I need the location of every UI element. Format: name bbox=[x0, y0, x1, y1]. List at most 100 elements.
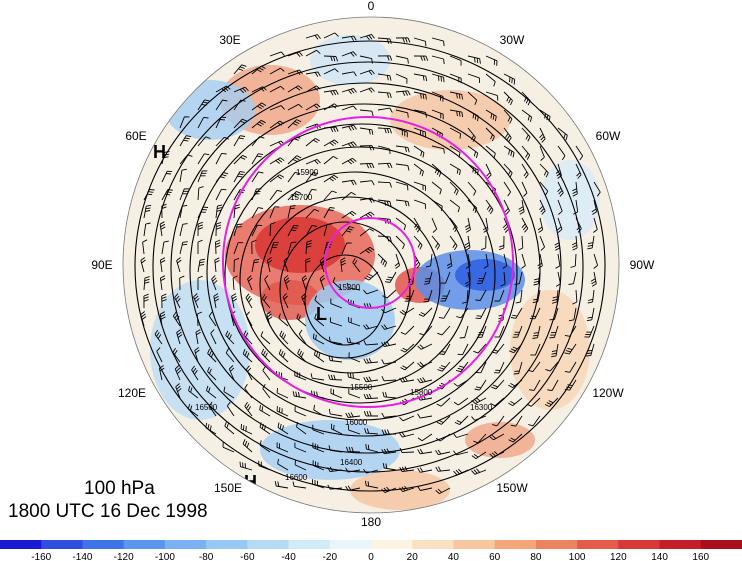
wind-barb bbox=[413, 73, 428, 82]
wind-barb bbox=[323, 55, 339, 62]
wind-barb bbox=[539, 163, 549, 178]
wind-barb bbox=[436, 397, 451, 407]
wind-barb bbox=[161, 240, 169, 255]
wind-barb bbox=[457, 343, 469, 356]
wind-barb bbox=[413, 199, 426, 209]
wind-barb bbox=[521, 181, 528, 197]
wind-barb bbox=[231, 293, 238, 309]
wind-barb bbox=[277, 422, 289, 435]
wind-barb bbox=[449, 199, 461, 213]
wind-barb bbox=[381, 341, 397, 348]
wind-barb bbox=[382, 391, 397, 399]
wind-barb bbox=[282, 293, 289, 309]
wind-barb bbox=[593, 181, 601, 197]
wind-barb bbox=[399, 415, 415, 422]
wind-barb bbox=[462, 289, 469, 304]
contour-labels: 15200 15500 15700 15800 15900 16000 1630… bbox=[195, 168, 493, 482]
wind-barb bbox=[431, 37, 445, 47]
wind-barb bbox=[143, 188, 155, 201]
wind-barb bbox=[417, 433, 433, 442]
wind-barb bbox=[226, 401, 235, 417]
wind-barb bbox=[437, 325, 451, 336]
wind-barb bbox=[590, 271, 597, 287]
wind-barb bbox=[208, 311, 217, 327]
wind-barb bbox=[245, 365, 253, 381]
wind-barb bbox=[489, 451, 505, 458]
wind-barb bbox=[179, 223, 188, 237]
wind-barb bbox=[475, 361, 487, 374]
wind-barb bbox=[228, 365, 235, 381]
wind-barb bbox=[341, 179, 357, 186]
wind-barb bbox=[142, 239, 148, 255]
contour-label: 15800 bbox=[410, 388, 433, 397]
wind-barb bbox=[438, 307, 451, 319]
contour-label: 15200 bbox=[338, 283, 361, 292]
map-field-group: 15200 15500 15700 15800 15900 16000 1630… bbox=[123, 17, 619, 513]
wind-barb bbox=[453, 450, 469, 456]
wind-barb bbox=[431, 55, 445, 65]
wind-barb bbox=[179, 154, 193, 165]
wind-barb bbox=[554, 235, 561, 251]
wind-barb bbox=[539, 235, 546, 251]
wind-barb bbox=[208, 401, 217, 417]
wind-barb bbox=[287, 190, 302, 201]
contour-label: 15500 bbox=[350, 383, 373, 392]
wind-barb bbox=[557, 181, 564, 197]
contour-label: 15900 bbox=[296, 168, 319, 177]
wind-barb bbox=[305, 85, 321, 93]
wind-barb bbox=[244, 383, 253, 399]
wind-barb bbox=[359, 109, 374, 117]
wind-barb bbox=[395, 37, 411, 43]
wind-barb bbox=[485, 127, 495, 142]
contour-label: 16400 bbox=[340, 458, 363, 467]
wind-barb bbox=[547, 379, 559, 391]
wind-barb bbox=[215, 221, 222, 237]
wind-barb bbox=[323, 103, 339, 111]
wind-barb bbox=[399, 307, 415, 315]
wind-barb bbox=[305, 103, 321, 111]
wind-barb bbox=[287, 155, 302, 165]
wind-barb bbox=[431, 109, 444, 120]
wind-barb bbox=[323, 207, 335, 219]
wind-barb bbox=[158, 365, 165, 381]
wind-barb bbox=[502, 253, 508, 269]
wind-barb bbox=[502, 217, 510, 233]
wind-barb bbox=[363, 376, 379, 383]
wind-barb bbox=[453, 433, 469, 438]
wind-barb bbox=[557, 145, 566, 161]
wind-barb bbox=[381, 486, 397, 494]
warm-anomaly-south bbox=[260, 280, 320, 320]
wind-barb bbox=[467, 109, 479, 122]
wind-barb bbox=[287, 51, 303, 57]
wind-barb bbox=[395, 73, 408, 84]
wind-barb bbox=[395, 199, 410, 207]
wind-barb bbox=[264, 275, 271, 291]
wind-barb bbox=[294, 459, 307, 471]
wind-barb bbox=[359, 55, 373, 64]
longitude-label: 30E bbox=[219, 33, 240, 47]
wind-barb bbox=[400, 361, 415, 371]
wind-barb bbox=[399, 485, 415, 493]
height-contour bbox=[239, 171, 471, 389]
wind-barb bbox=[381, 376, 397, 382]
wind-barb bbox=[551, 289, 559, 304]
wind-barb bbox=[242, 439, 253, 453]
wind-barb bbox=[211, 275, 218, 291]
wind-barb bbox=[471, 415, 487, 421]
wind-barb bbox=[572, 289, 578, 305]
high-pressure-label: H bbox=[153, 142, 166, 162]
wind-barb bbox=[341, 141, 357, 148]
wind-barb bbox=[287, 241, 297, 255]
wind-barb bbox=[251, 258, 260, 273]
wind-barb bbox=[313, 349, 325, 363]
wind-barb bbox=[215, 171, 229, 183]
wind-barb bbox=[323, 32, 339, 39]
wind-barb bbox=[503, 145, 515, 158]
longitude-label: 60E bbox=[125, 129, 146, 143]
wind-barb bbox=[359, 211, 375, 219]
wind-barb bbox=[431, 181, 442, 195]
cold-anomaly-east bbox=[540, 160, 600, 240]
wind-barb bbox=[305, 34, 321, 40]
wind-barb bbox=[381, 324, 397, 330]
wind-barb bbox=[269, 120, 285, 129]
